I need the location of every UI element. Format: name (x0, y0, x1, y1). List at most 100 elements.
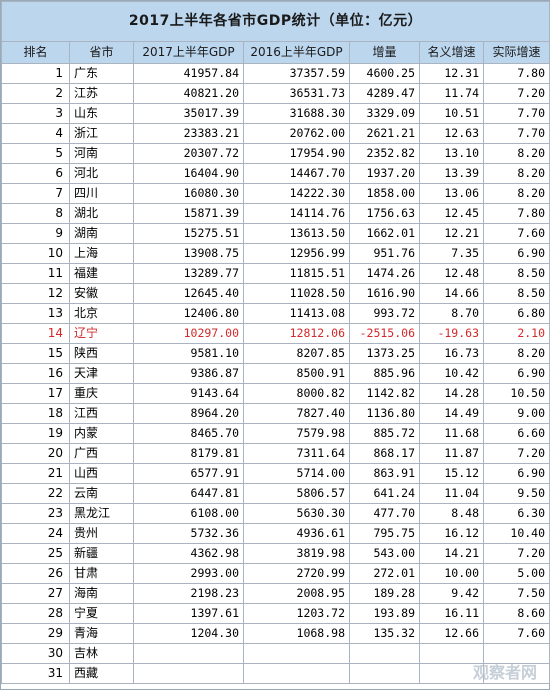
cell-real-growth: 7.20 (482, 83, 550, 104)
cell-nominal-growth: 12.45 (419, 203, 484, 224)
cell-province: 湖南 (69, 223, 134, 244)
cell-gdp-2016: 36531.73 (243, 83, 350, 104)
cell-nominal-growth: 10.42 (419, 363, 484, 384)
cell-gdp-2016: 20762.00 (243, 123, 350, 144)
cell-province: 广东 (69, 63, 134, 84)
cell-gdp-2016: 12956.99 (243, 243, 350, 264)
cell-province: 广西 (69, 443, 134, 464)
cell-nominal-growth: 8.48 (419, 503, 484, 524)
cell-real-growth: 6.80 (482, 303, 550, 324)
cell-real-growth: 9.00 (482, 403, 550, 424)
cell-nominal-growth: 7.35 (419, 243, 484, 264)
cell-gdp-2017: 35017.39 (133, 103, 244, 124)
cell-province: 西藏 (69, 663, 134, 684)
cell-nominal-growth: 12.31 (419, 63, 484, 84)
header-real-growth: 实际增速 (482, 41, 550, 64)
table-row: 1 广东 41957.84 37357.59 4600.25 12.31 7.80 (1, 63, 550, 84)
cell-province: 河北 (69, 163, 134, 184)
cell-gdp-2016: 4936.61 (243, 523, 350, 544)
cell-real-growth: 8.20 (482, 163, 550, 184)
cell-province: 内蒙 (69, 423, 134, 444)
cell-increase: 4600.25 (349, 63, 420, 84)
cell-increase: 868.17 (349, 443, 420, 464)
table-row: 31 西藏 (1, 663, 550, 684)
cell-gdp-2017: 8964.20 (133, 403, 244, 424)
cell-real-growth: 9.50 (482, 483, 550, 504)
cell-increase: 135.32 (349, 623, 420, 644)
cell-rank: 17 (1, 383, 70, 404)
cell-province: 重庆 (69, 383, 134, 404)
cell-gdp-2017: 13289.77 (133, 263, 244, 284)
table-row: 12 安徽 12645.40 11028.50 1616.90 14.66 8.50 (1, 283, 550, 304)
cell-rank: 26 (1, 563, 70, 584)
header-gdp-2016: 2016上半年GDP (243, 41, 350, 64)
cell-province: 吉林 (69, 643, 134, 664)
cell-province: 山东 (69, 103, 134, 124)
cell-province: 海南 (69, 583, 134, 604)
table-row: 13 北京 12406.80 11413.08 993.72 8.70 6.80 (1, 303, 550, 324)
cell-gdp-2017: 15275.51 (133, 223, 244, 244)
cell-increase (349, 643, 420, 664)
cell-province: 浙江 (69, 123, 134, 144)
cell-rank: 12 (1, 283, 70, 304)
cell-increase: 543.00 (349, 543, 420, 564)
cell-real-growth (482, 643, 550, 664)
cell-nominal-growth: -19.63 (419, 323, 484, 344)
cell-gdp-2016: 3819.98 (243, 543, 350, 564)
cell-province: 福建 (69, 263, 134, 284)
cell-real-growth: 10.50 (482, 383, 550, 404)
table-row: 4 浙江 23383.21 20762.00 2621.21 12.63 7.70 (1, 123, 550, 144)
table-row: 16 天津 9386.87 8500.91 885.96 10.42 6.90 (1, 363, 550, 384)
cell-province: 陕西 (69, 343, 134, 364)
cell-rank: 27 (1, 583, 70, 604)
cell-real-growth: 7.70 (482, 103, 550, 124)
cell-rank: 3 (1, 103, 70, 124)
cell-gdp-2017: 12645.40 (133, 283, 244, 304)
cell-gdp-2017: 20307.72 (133, 143, 244, 164)
cell-rank: 19 (1, 423, 70, 444)
cell-nominal-growth: 13.39 (419, 163, 484, 184)
cell-nominal-growth: 14.66 (419, 283, 484, 304)
table-row: 29 青海 1204.30 1068.98 135.32 12.66 7.60 (1, 623, 550, 644)
cell-real-growth: 10.40 (482, 523, 550, 544)
cell-rank: 4 (1, 123, 70, 144)
cell-real-growth: 7.20 (482, 543, 550, 564)
cell-province: 天津 (69, 363, 134, 384)
cell-rank: 25 (1, 543, 70, 564)
cell-gdp-2017: 6108.00 (133, 503, 244, 524)
cell-nominal-growth: 14.21 (419, 543, 484, 564)
cell-nominal-growth: 16.11 (419, 603, 484, 624)
cell-real-growth: 7.60 (482, 223, 550, 244)
cell-real-growth: 8.20 (482, 343, 550, 364)
table-row: 22 云南 6447.81 5806.57 641.24 11.04 9.50 (1, 483, 550, 504)
cell-rank: 13 (1, 303, 70, 324)
cell-gdp-2017: 9386.87 (133, 363, 244, 384)
cell-gdp-2017: 6447.81 (133, 483, 244, 504)
table-row: 19 内蒙 8465.70 7579.98 885.72 11.68 6.60 (1, 423, 550, 444)
cell-nominal-growth (419, 663, 484, 684)
cell-real-growth: 8.60 (482, 603, 550, 624)
cell-gdp-2017: 4362.98 (133, 543, 244, 564)
cell-gdp-2017: 16404.90 (133, 163, 244, 184)
cell-gdp-2016: 7311.64 (243, 443, 350, 464)
cell-gdp-2016: 8207.85 (243, 343, 350, 364)
cell-gdp-2017: 9581.10 (133, 343, 244, 364)
cell-province: 安徽 (69, 283, 134, 304)
cell-increase: 3329.09 (349, 103, 420, 124)
cell-gdp-2017: 12406.80 (133, 303, 244, 324)
cell-rank: 11 (1, 263, 70, 284)
table-header-row: 排名 省市 2017上半年GDP 2016上半年GDP 增量 名义增速 实际增速 (1, 41, 550, 64)
cell-increase: 272.01 (349, 563, 420, 584)
cell-real-growth: 7.60 (482, 623, 550, 644)
cell-nominal-growth: 11.68 (419, 423, 484, 444)
table-row: 3 山东 35017.39 31688.30 3329.09 10.51 7.70 (1, 103, 550, 124)
cell-province: 新疆 (69, 543, 134, 564)
cell-gdp-2016: 37357.59 (243, 63, 350, 84)
table-row: 30 吉林 (1, 643, 550, 664)
cell-gdp-2017: 40821.20 (133, 83, 244, 104)
cell-gdp-2017 (133, 663, 244, 684)
cell-province: 江苏 (69, 83, 134, 104)
cell-gdp-2017: 8179.81 (133, 443, 244, 464)
